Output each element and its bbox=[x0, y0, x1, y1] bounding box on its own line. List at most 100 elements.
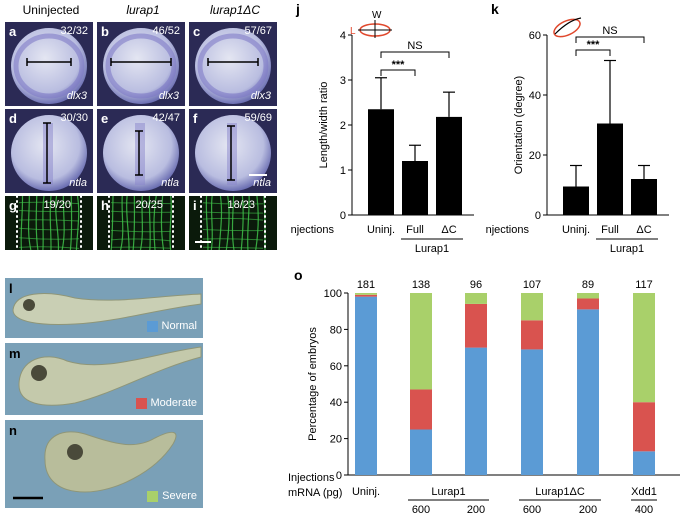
embryo-count-label: 181 bbox=[357, 279, 375, 291]
panel-letter: m bbox=[9, 346, 21, 361]
category-label: Uninj. bbox=[562, 224, 590, 236]
phenotype-legend: Moderate bbox=[135, 397, 197, 409]
cell-boundary bbox=[255, 196, 259, 250]
panel-letter: f bbox=[193, 111, 198, 126]
y-tick-label: 60 bbox=[529, 30, 541, 42]
embryo-image bbox=[103, 28, 179, 104]
legend-label: Normal bbox=[161, 320, 197, 332]
x-axis-label: Injections bbox=[288, 472, 335, 484]
panel-letter: j bbox=[295, 1, 300, 17]
cell-boundary bbox=[148, 196, 151, 250]
column-header-lurap1dc: lurap1ΔC bbox=[209, 3, 261, 17]
cell-boundary bbox=[110, 238, 172, 242]
gene-label: ntla bbox=[161, 177, 179, 189]
y-tick-label: 100 bbox=[324, 288, 342, 300]
x-axis-label: Injections bbox=[485, 224, 529, 236]
embryo-count: 19/20 bbox=[43, 199, 71, 211]
cell-boundary bbox=[202, 246, 264, 249]
cell-boundary bbox=[110, 229, 172, 233]
embryo-count-label: 107 bbox=[523, 279, 541, 291]
bar-segment-normal bbox=[577, 309, 599, 475]
ntla-stain bbox=[135, 123, 145, 185]
bar-segment-normal bbox=[355, 296, 377, 475]
embryo-body bbox=[103, 28, 179, 104]
cell-boundary bbox=[119, 196, 124, 250]
embryo-count: 18/23 bbox=[227, 199, 255, 211]
y-tick-label: 2 bbox=[340, 120, 346, 132]
embryo-count-label: 117 bbox=[635, 279, 653, 291]
embryo-image bbox=[11, 28, 87, 104]
y-tick-label: 3 bbox=[340, 75, 346, 87]
y-tick-label: 20 bbox=[330, 434, 342, 446]
group-label: Xdd1 bbox=[631, 486, 657, 498]
dlx3-stain bbox=[197, 33, 269, 99]
bar-segment-normal bbox=[633, 451, 655, 475]
panel-letter: i bbox=[193, 198, 197, 213]
category-label: Uninj. bbox=[352, 486, 380, 498]
bar-segment-moderate bbox=[521, 320, 543, 350]
bar-segment-moderate bbox=[410, 389, 432, 430]
bar bbox=[631, 179, 657, 215]
group-label: Lurap1 bbox=[415, 243, 449, 255]
embryo-count: 59/69 bbox=[244, 112, 272, 124]
embryo-panel-e: e 42/47 ntla bbox=[97, 109, 185, 193]
embryo-panel-f: f 59/69 ntla bbox=[189, 109, 277, 193]
shape-inset-ellipse bbox=[553, 18, 581, 38]
bar-segment-severe bbox=[410, 293, 432, 390]
tadpole-body bbox=[18, 346, 202, 406]
embryo-count-label: 96 bbox=[470, 279, 482, 291]
embryo-body bbox=[195, 28, 271, 104]
group-label: Lurap1ΔC bbox=[535, 486, 585, 498]
legend-swatch bbox=[147, 490, 159, 502]
embryo-panel-c: c 57/67 dlx3 bbox=[189, 22, 277, 106]
embryo-image bbox=[103, 115, 179, 191]
x-axis-label: Injections bbox=[290, 224, 334, 236]
chart-j-length-width: j 0 1 2 3 4 Length/width ratio Uninj. Full ΔC Inje… bbox=[290, 1, 474, 255]
cell-boundary bbox=[18, 201, 80, 205]
cell-boundary bbox=[139, 196, 143, 250]
column-header-uninjected: Uninjected bbox=[22, 3, 80, 17]
category-label: ΔC bbox=[441, 224, 456, 236]
embryo-count: 57/67 bbox=[244, 25, 272, 37]
sig-bracket bbox=[575, 36, 645, 43]
cell-boundary bbox=[18, 219, 80, 222]
category-label: 600 bbox=[523, 504, 541, 514]
cell-boundary bbox=[132, 196, 136, 250]
tadpole-eye bbox=[23, 299, 35, 311]
cell-boundary bbox=[42, 196, 45, 250]
cell-boundary bbox=[55, 196, 60, 250]
group-label: Lurap1 bbox=[610, 243, 644, 255]
panel-letter: d bbox=[9, 111, 17, 126]
sig-label: *** bbox=[392, 59, 406, 71]
y-tick-label: 80 bbox=[330, 324, 342, 336]
cell-boundary bbox=[18, 227, 80, 231]
tadpole-image bbox=[13, 431, 177, 500]
embryo-image bbox=[11, 115, 87, 191]
cell-boundary bbox=[110, 202, 172, 205]
panel-letter: l bbox=[9, 281, 13, 296]
cell-boundary bbox=[205, 196, 209, 250]
panel-letter: k bbox=[491, 1, 499, 17]
bar bbox=[402, 161, 428, 215]
tadpole-eye bbox=[67, 444, 83, 460]
cell-boundary bbox=[202, 238, 264, 241]
group-label: Lurap1 bbox=[431, 486, 465, 498]
bar-segment-normal bbox=[410, 429, 432, 475]
tadpole-image bbox=[12, 293, 202, 325]
sig-bracket bbox=[575, 49, 611, 56]
cell-boundary bbox=[75, 196, 80, 250]
bar-segment-severe bbox=[355, 293, 377, 295]
membrane-image bbox=[16, 196, 82, 250]
ntla-stain bbox=[227, 123, 237, 185]
gene-label: dlx3 bbox=[158, 90, 179, 102]
legend-label: Moderate bbox=[150, 397, 197, 409]
panel-letter: h bbox=[101, 198, 109, 213]
panel-letter: a bbox=[9, 24, 17, 39]
tadpole-image bbox=[18, 346, 202, 406]
cell-boundary bbox=[20, 196, 24, 250]
cell-boundary bbox=[35, 196, 39, 250]
cell-boundary bbox=[202, 202, 264, 205]
cell-boundary bbox=[27, 196, 32, 250]
column-header-lurap1: lurap1 bbox=[126, 3, 160, 17]
cell-boundary bbox=[49, 196, 52, 250]
